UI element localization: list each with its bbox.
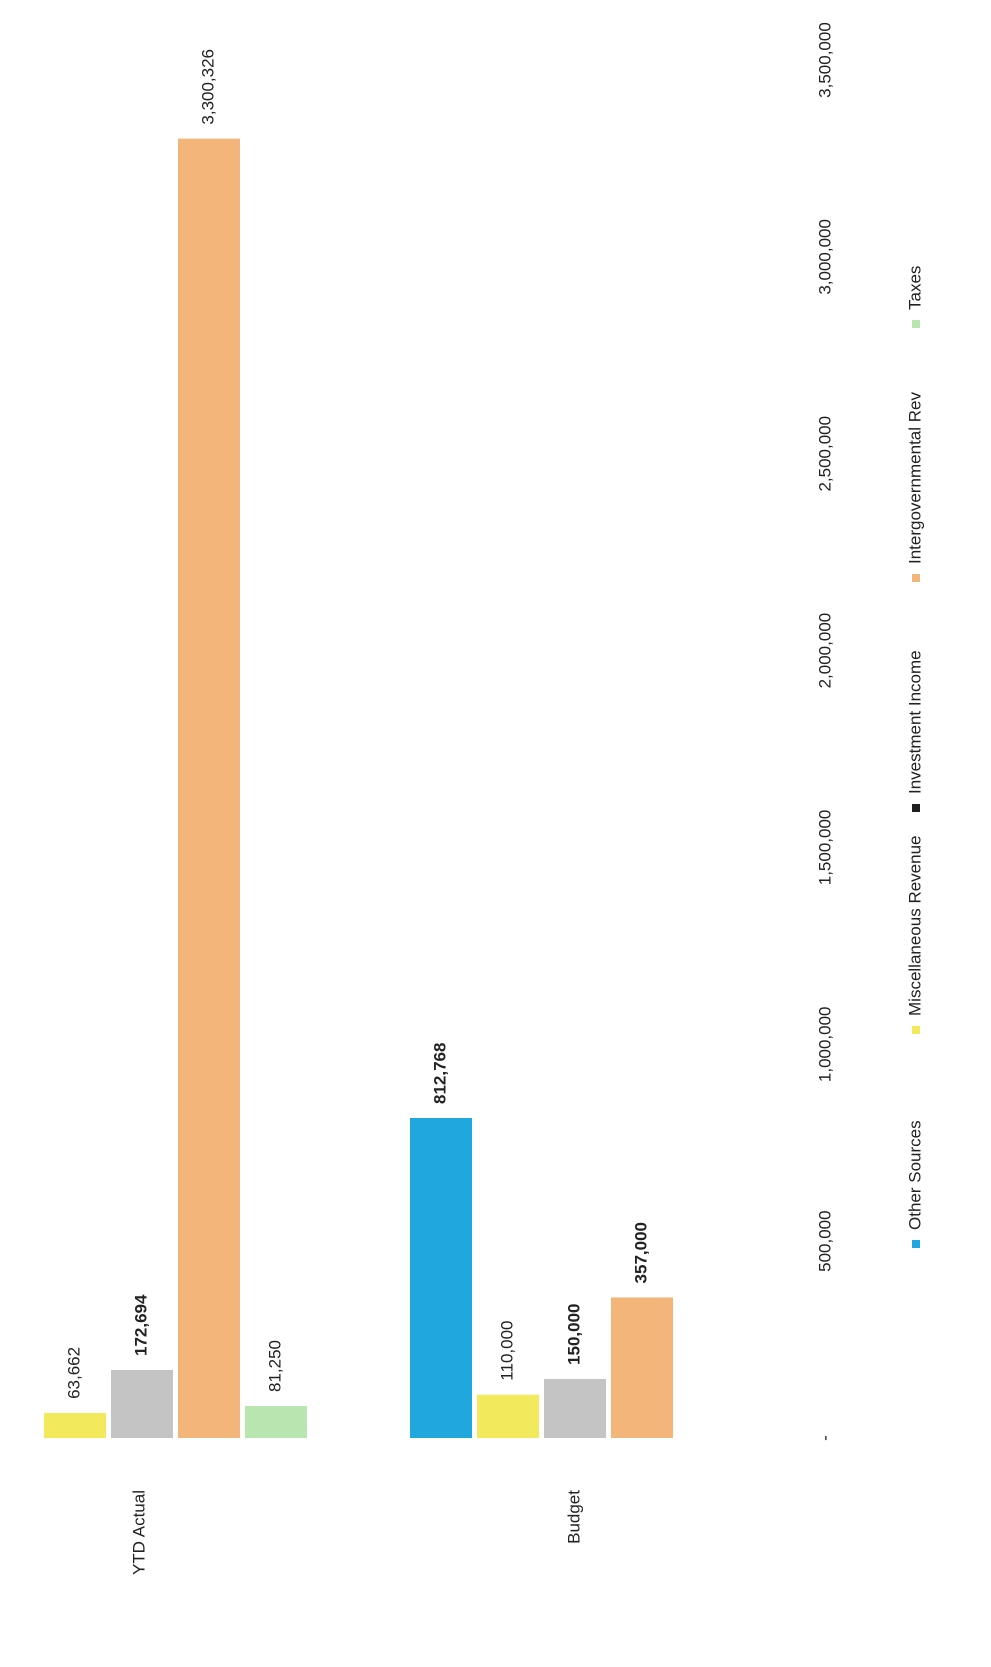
category-label-ytd-actual: YTD Actual — [129, 1490, 148, 1575]
data-label-budget-investment-income: 150,000 — [564, 1303, 583, 1364]
data-label-budget-intergovernmental-rev: 357,000 — [631, 1222, 650, 1283]
data-label-ytd-actual-investment-income: 172,694 — [131, 1294, 150, 1356]
value-axis-tick-5: 2,500,000 — [815, 416, 834, 492]
bar-budget-miscellaneous-revenue — [477, 1394, 539, 1438]
data-label-budget-other-sources: 812,768 — [430, 1043, 449, 1104]
bar-ytd-actual-miscellaneous-revenue — [44, 1412, 106, 1438]
value-axis-tick-2: 1,000,000 — [815, 1006, 834, 1082]
bar-budget-other-sources — [410, 1118, 472, 1438]
legend-swatch-taxes — [912, 320, 920, 328]
legend-label-intergovernmental-rev: Intergovernmental Rev — [905, 392, 924, 564]
legend-swatch-intergovernmental-rev — [912, 574, 920, 582]
legend-label-taxes: Taxes — [905, 266, 924, 310]
value-axis-tick-0: - — [815, 1435, 834, 1441]
legend-label-other-sources: Other Sources — [905, 1120, 924, 1230]
legend-swatch-miscellaneous-revenue — [912, 1026, 920, 1034]
bar-budget-investment-income — [544, 1378, 606, 1438]
data-label-ytd-actual-taxes: 81,250 — [265, 1340, 284, 1392]
value-axis-tick-7: 3,500,000 — [815, 22, 834, 98]
bar-ytd-actual-taxes — [245, 1406, 307, 1438]
bar-ytd-actual-investment-income — [111, 1370, 173, 1438]
data-label-budget-miscellaneous-revenue: 110,000 — [497, 1320, 516, 1380]
value-axis-tick-6: 3,000,000 — [815, 219, 834, 295]
value-axis-tick-3: 1,500,000 — [815, 810, 834, 886]
data-label-ytd-actual-miscellaneous-revenue: 63,662 — [64, 1347, 83, 1399]
value-axis-tick-4: 2,000,000 — [815, 613, 834, 689]
legend-swatch-investment-income — [912, 804, 920, 812]
data-label-ytd-actual-intergovernmental-rev: 3,300,326 — [198, 49, 217, 125]
bar-ytd-actual-intergovernmental-rev — [178, 138, 240, 1438]
category-label-budget: Budget — [564, 1490, 583, 1544]
bar-budget-intergovernmental-rev — [611, 1297, 673, 1438]
legend-swatch-other-sources — [912, 1240, 920, 1248]
legend-label-investment-income: Investment Income — [905, 650, 924, 794]
value-axis-tick-1: 500,000 — [815, 1210, 834, 1271]
legend-label-miscellaneous-revenue: Miscellaneous Revenue — [905, 836, 924, 1017]
